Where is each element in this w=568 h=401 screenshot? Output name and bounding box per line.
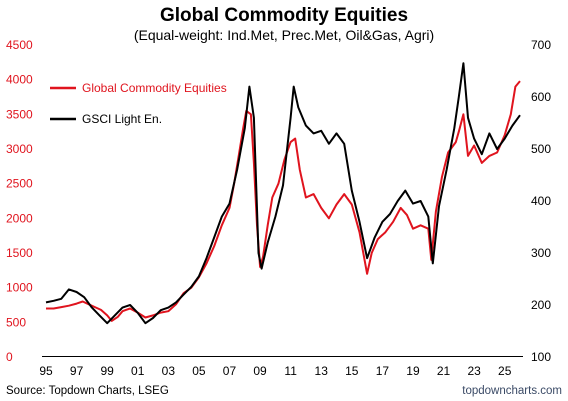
y-left-tick-label: 3500 xyxy=(6,107,33,121)
legend-label-equities: Global Commodity Equities xyxy=(82,81,227,95)
x-tick-label: 07 xyxy=(223,364,237,378)
y-axis-right: 100 200 300 400 500 600 700 xyxy=(531,38,551,364)
y-right-tick-label: 400 xyxy=(531,194,551,208)
chart-subtitle: (Equal-weight: Ind.Met, Prec.Met, Oil&Ga… xyxy=(134,27,434,43)
y-right-tick-label: 700 xyxy=(531,38,551,52)
x-tick-label: 03 xyxy=(162,364,176,378)
x-tick-label: 01 xyxy=(131,364,145,378)
y-left-tick-label: 2500 xyxy=(6,177,33,191)
y-right-tick-label: 200 xyxy=(531,298,551,312)
series-line-global-commodity-equities xyxy=(46,80,521,322)
y-right-tick-label: 300 xyxy=(531,246,551,260)
y-left-tick-label: 500 xyxy=(6,315,26,329)
y-left-tick-label: 2000 xyxy=(6,211,33,225)
brand-credit: topdowncharts.com xyxy=(462,385,562,397)
x-tick-label: 17 xyxy=(376,364,390,378)
series-layer xyxy=(45,62,521,325)
y-left-tick-label: 4500 xyxy=(6,38,33,52)
legend-label-gsci: GSCI Light En. xyxy=(82,112,162,126)
y-left-tick-label: 1500 xyxy=(6,246,33,260)
y-right-tick-label: 500 xyxy=(531,142,551,156)
x-tick-label: 97 xyxy=(70,364,84,378)
x-tick-label: 95 xyxy=(39,364,53,378)
x-axis: 95 97 99 01 03 05 07 09 11 13 15 17 19 21 23 25 xyxy=(39,364,511,378)
chart-title: Global Commodity Equities xyxy=(160,5,408,26)
y-right-tick-label: 600 xyxy=(531,90,551,104)
x-tick-label: 13 xyxy=(315,364,329,378)
x-tick-label: 11 xyxy=(284,364,297,378)
series-line-gsci-light-en xyxy=(45,62,521,325)
x-tick-label: 99 xyxy=(100,364,114,378)
y-left-tick-label: 1000 xyxy=(6,281,33,295)
y-axis-left: 0 500 1000 1500 2000 2500 3000 3500 4000 4500 xyxy=(6,38,33,364)
x-tick-label: 21 xyxy=(437,364,451,378)
x-tick-label: 05 xyxy=(192,364,206,378)
y-left-tick-label: 3000 xyxy=(6,142,33,156)
x-tick-label: 23 xyxy=(467,364,481,378)
y-right-tick-label: 100 xyxy=(531,350,551,364)
x-tick-label: 25 xyxy=(498,364,512,378)
legend: Global Commodity Equities GSCI Light En. xyxy=(50,81,227,126)
y-left-tick-label: 4000 xyxy=(6,73,33,87)
x-tick-label: 15 xyxy=(345,364,359,378)
x-tick-label: 19 xyxy=(406,364,420,378)
y-left-tick-label: 0 xyxy=(6,350,13,364)
x-tick-label: 09 xyxy=(253,364,267,378)
source-note: Source: Topdown Charts, LSEG xyxy=(6,385,169,397)
